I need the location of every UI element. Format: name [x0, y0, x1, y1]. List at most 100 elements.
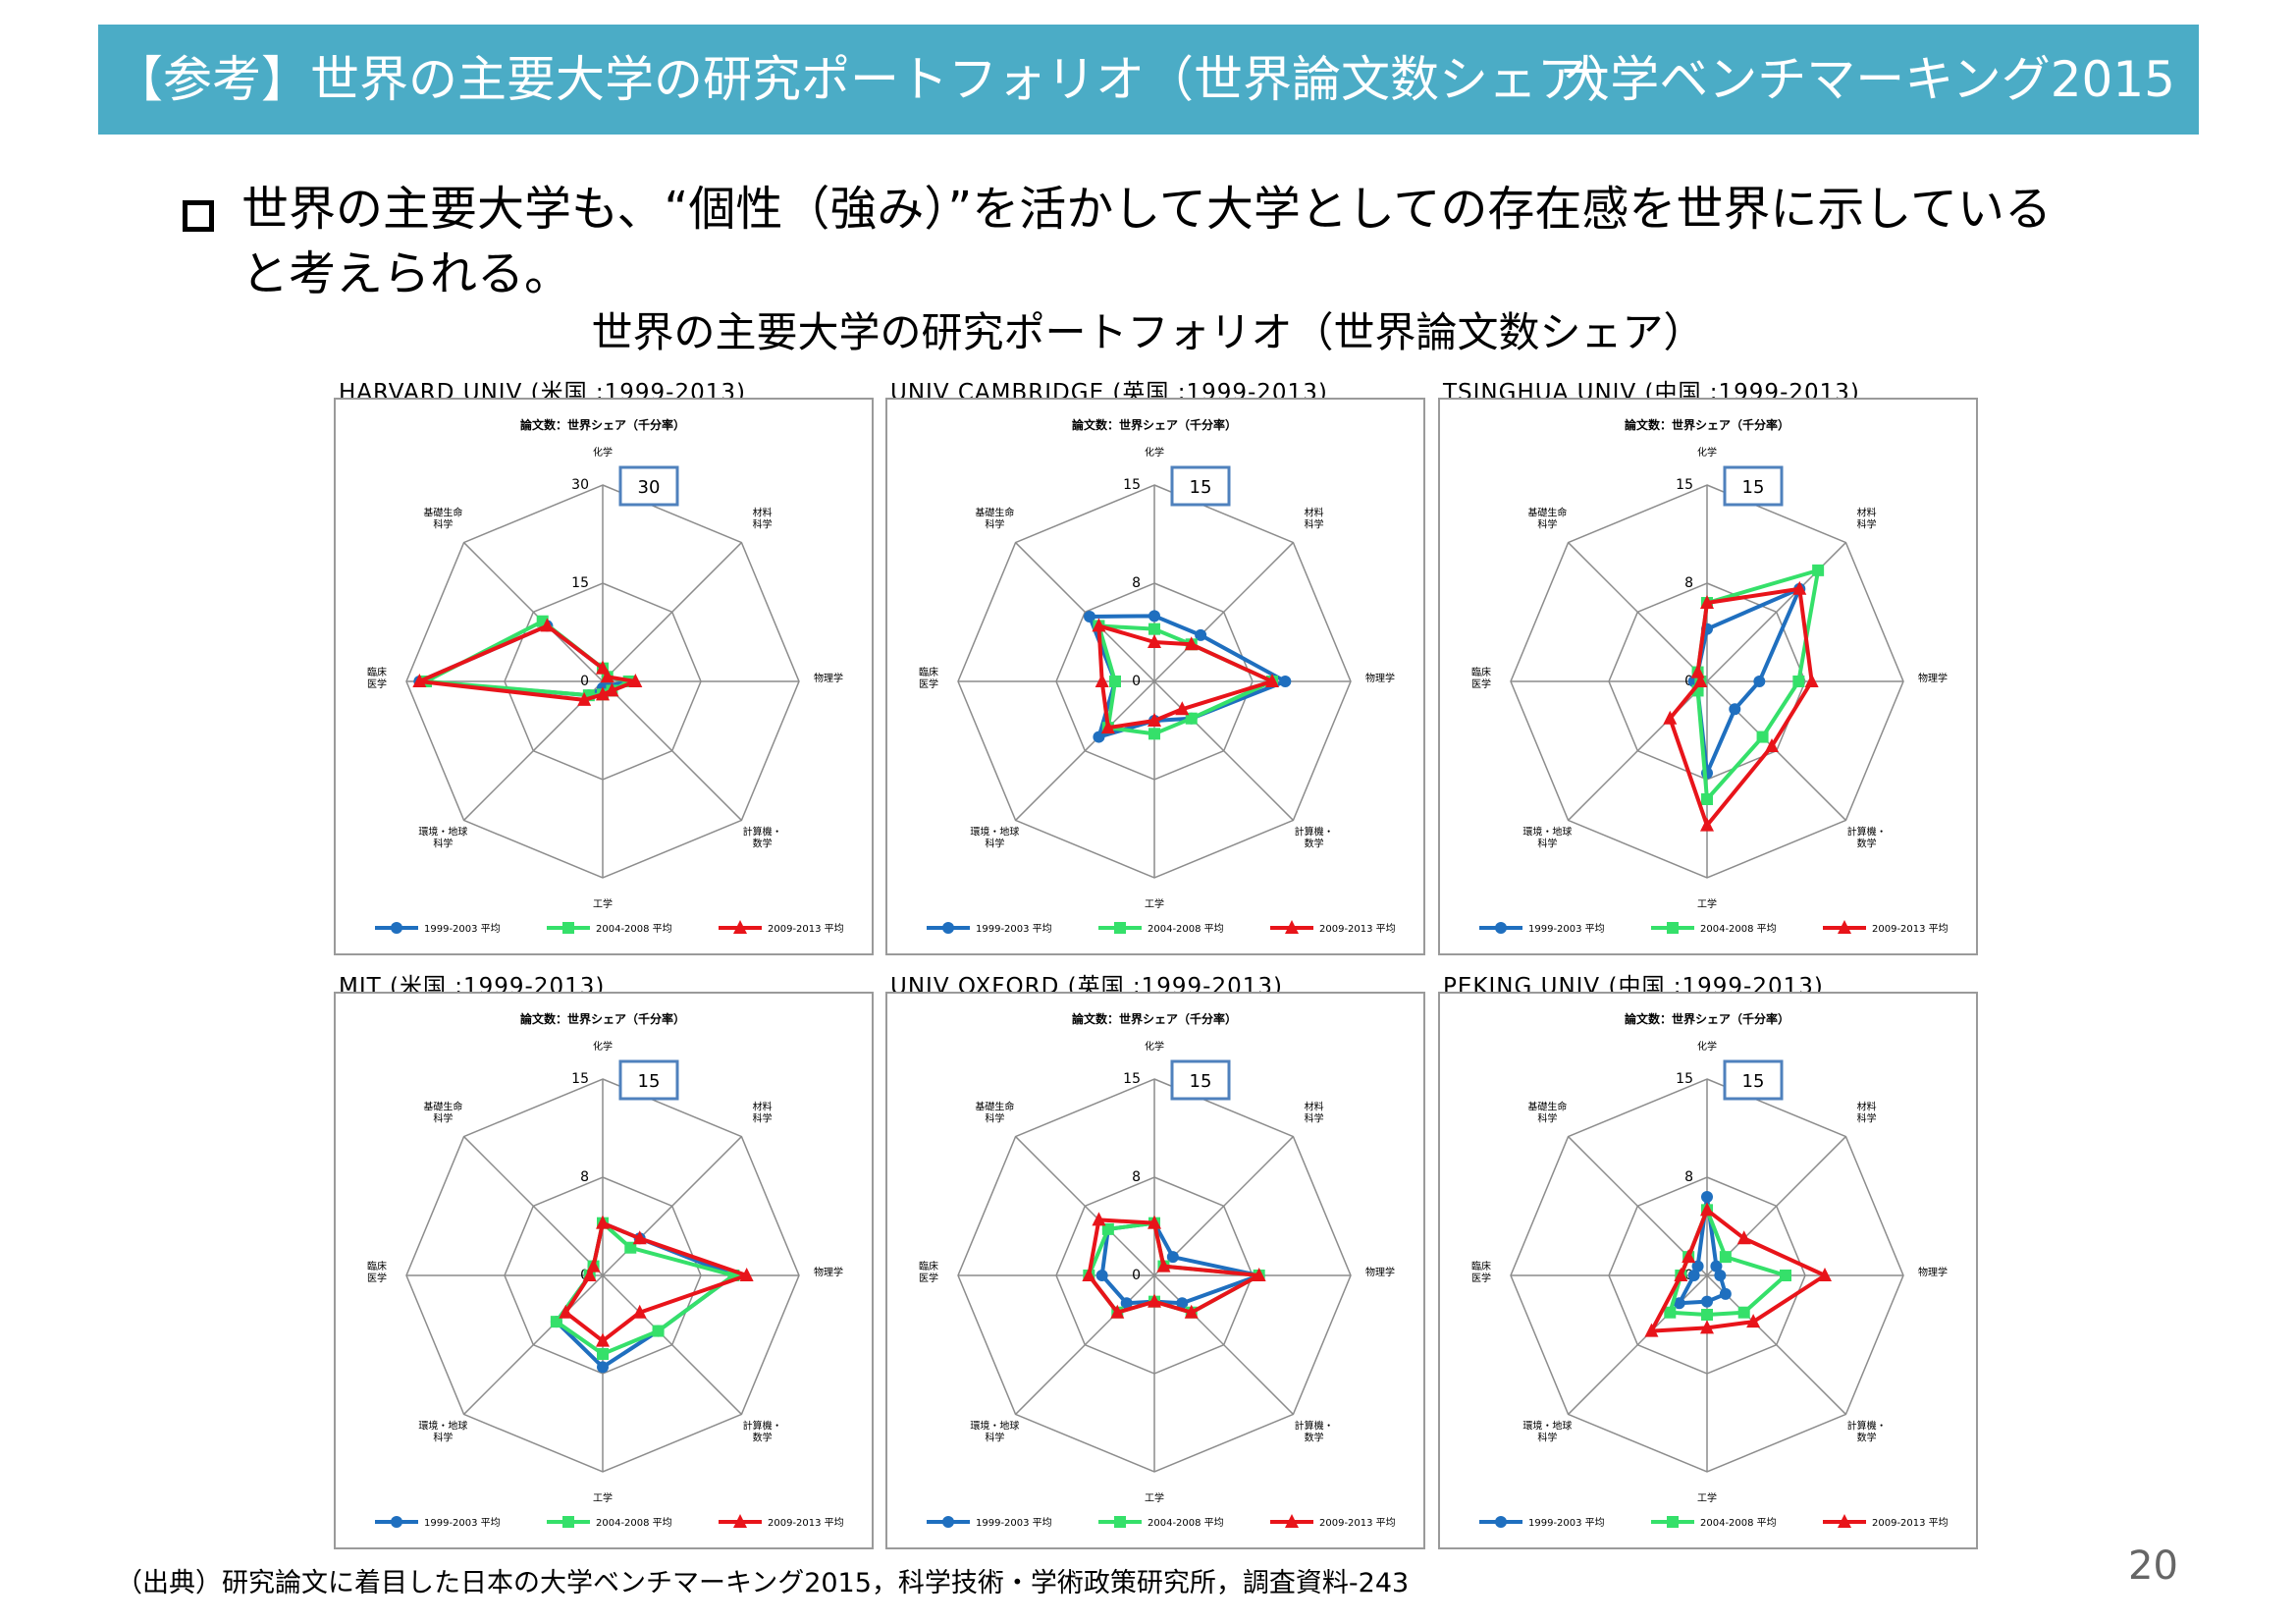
- legend-marker: [733, 1514, 747, 1528]
- axis-label: 工学: [593, 897, 613, 910]
- data-point: [1185, 712, 1198, 725]
- axis-label: 物理学: [1918, 672, 1948, 684]
- data-point: [1690, 664, 1705, 678]
- legend-label: 2004-2008 平均: [1700, 1517, 1777, 1529]
- scale-callout: [1723, 465, 1784, 507]
- data-point: [1148, 713, 1161, 727]
- axis-label: 物理学: [1365, 1266, 1395, 1278]
- legend-marker: [733, 920, 747, 934]
- axis-label: 化学: [1145, 446, 1164, 459]
- legend-marker: [942, 1516, 954, 1528]
- axis-spoke: [1706, 542, 1846, 682]
- data-point: [550, 1316, 562, 1328]
- data-point: [559, 1304, 573, 1319]
- tick-label: 0: [1132, 674, 1141, 689]
- scale-callout: [1170, 1059, 1231, 1101]
- legend-marker: [1838, 1514, 1851, 1528]
- data-point: [1184, 636, 1199, 651]
- tick-label: 8: [1132, 1169, 1141, 1185]
- axis-label: 材料科学: [753, 506, 773, 530]
- data-point: [1674, 1268, 1688, 1281]
- axis-label: 工学: [1145, 1491, 1164, 1504]
- legend-label: 2004-2008 平均: [1700, 923, 1777, 935]
- data-point: [1693, 674, 1708, 687]
- legend-label: 1999-2003 平均: [976, 1517, 1052, 1529]
- data-point: [597, 1348, 609, 1360]
- legend-label: 2009-2013 平均: [1319, 1517, 1396, 1529]
- legend-label: 1999-2003 平均: [424, 1517, 501, 1529]
- chart-title: 論文数：世界シェア（千分率）: [520, 417, 685, 432]
- slide-title: 【参考】世界の主要大学の研究ポートフォリオ（世界論文数シェア）: [114, 51, 1635, 108]
- data-point: [1756, 731, 1769, 743]
- axis-spoke: [1153, 1274, 1294, 1415]
- legend-marker: [1495, 1516, 1507, 1528]
- chart-frame: 論文数：世界シェア（千分率） 化学 材料科学 物理学 計算機・数学 工学 環境・地球科学 臨床…: [1438, 398, 1978, 955]
- data-point: [1101, 1222, 1114, 1235]
- tick-label: 15: [571, 1071, 589, 1087]
- axis-spoke: [1153, 680, 1294, 821]
- axis-label: 工学: [1145, 897, 1164, 910]
- axis-label: 基礎生命科学: [423, 1100, 462, 1124]
- legend-label: 2009-2013 平均: [1872, 1517, 1949, 1529]
- axis-spoke: [1153, 542, 1294, 682]
- data-point: [1700, 1320, 1714, 1334]
- data-point: [582, 1268, 597, 1281]
- axis-label: 臨床医学: [919, 1260, 938, 1284]
- axis-spoke: [1706, 1274, 1846, 1415]
- axis-label: 工学: [593, 1491, 613, 1504]
- data-point: [1110, 1304, 1125, 1319]
- axis-label: 材料科学: [1857, 1100, 1877, 1124]
- data-point: [1701, 1309, 1713, 1321]
- data-point: [577, 691, 592, 706]
- axis-label: 計算機・数学: [1847, 1420, 1887, 1444]
- axis-label: 工学: [1697, 897, 1717, 910]
- axis-label: 基礎生命科学: [1527, 506, 1567, 530]
- axis-spoke: [602, 542, 742, 682]
- tick-label: 0: [1132, 1268, 1141, 1283]
- axis-label: 臨床医学: [1471, 1260, 1491, 1284]
- legend-marker: [1667, 922, 1679, 934]
- axis-spoke: [1015, 680, 1155, 821]
- legend-marker: [391, 922, 402, 934]
- data-point: [1148, 610, 1160, 623]
- data-point: [1664, 1306, 1677, 1319]
- data-point: [600, 669, 614, 683]
- axis-spoke: [1568, 680, 1708, 821]
- axis-label: 物理学: [1918, 1266, 1948, 1278]
- axis-label: 基礎生命科学: [975, 1100, 1014, 1124]
- data-point: [605, 682, 619, 697]
- axis-label: 環境・地球科学: [970, 1420, 1019, 1444]
- slide-header: 【参考】世界の主要大学の研究ポートフォリオ（世界論文数シェア） 大学ベンチマーキ…: [98, 25, 2199, 135]
- data-point: [1109, 676, 1121, 687]
- axis-label: 材料科学: [1857, 506, 1877, 530]
- axis-spoke: [463, 1136, 604, 1276]
- tick-label: 8: [580, 1169, 589, 1185]
- legend-label: 2004-2008 平均: [1148, 923, 1224, 935]
- chart-frame: 論文数：世界シェア（千分率） 化学 材料科学 物理学 計算機・数学 工学 環境・地球科学 臨床…: [885, 992, 1425, 1549]
- axis-label: 材料科学: [753, 1100, 773, 1124]
- bullet-line-1: 世界の主要大学も、“個性（強み）”を活かして大学としての存在感を世界に示している: [241, 182, 2052, 237]
- data-point: [1804, 674, 1819, 687]
- data-point: [1714, 1270, 1727, 1281]
- data-point: [1095, 1270, 1108, 1281]
- scale-callout: [1170, 465, 1231, 507]
- data-point: [1166, 1251, 1179, 1264]
- axis-label: 環境・地球科学: [418, 826, 467, 850]
- data-point: [1691, 1260, 1704, 1272]
- data-point: [1780, 1270, 1791, 1281]
- data-point: [1687, 1270, 1700, 1281]
- data-point: [652, 1325, 665, 1337]
- charts-title: 世界の主要大学の研究ポートフォリオ（世界論文数シェア）: [591, 308, 1705, 356]
- scale-callout-text: 15: [1742, 477, 1765, 498]
- chart-title: 論文数：世界シェア（千分率）: [1072, 1011, 1237, 1026]
- data-point: [1737, 1306, 1750, 1319]
- data-point: [1265, 674, 1279, 687]
- scale-callout-text: 30: [638, 477, 661, 498]
- axis-label: 物理学: [814, 1266, 843, 1278]
- chart-frame: 論文数：世界シェア（千分率） 化学 材料科学 物理学 計算機・数学 工学 環境・地球科学 臨床…: [885, 398, 1425, 955]
- data-point: [1148, 1293, 1161, 1308]
